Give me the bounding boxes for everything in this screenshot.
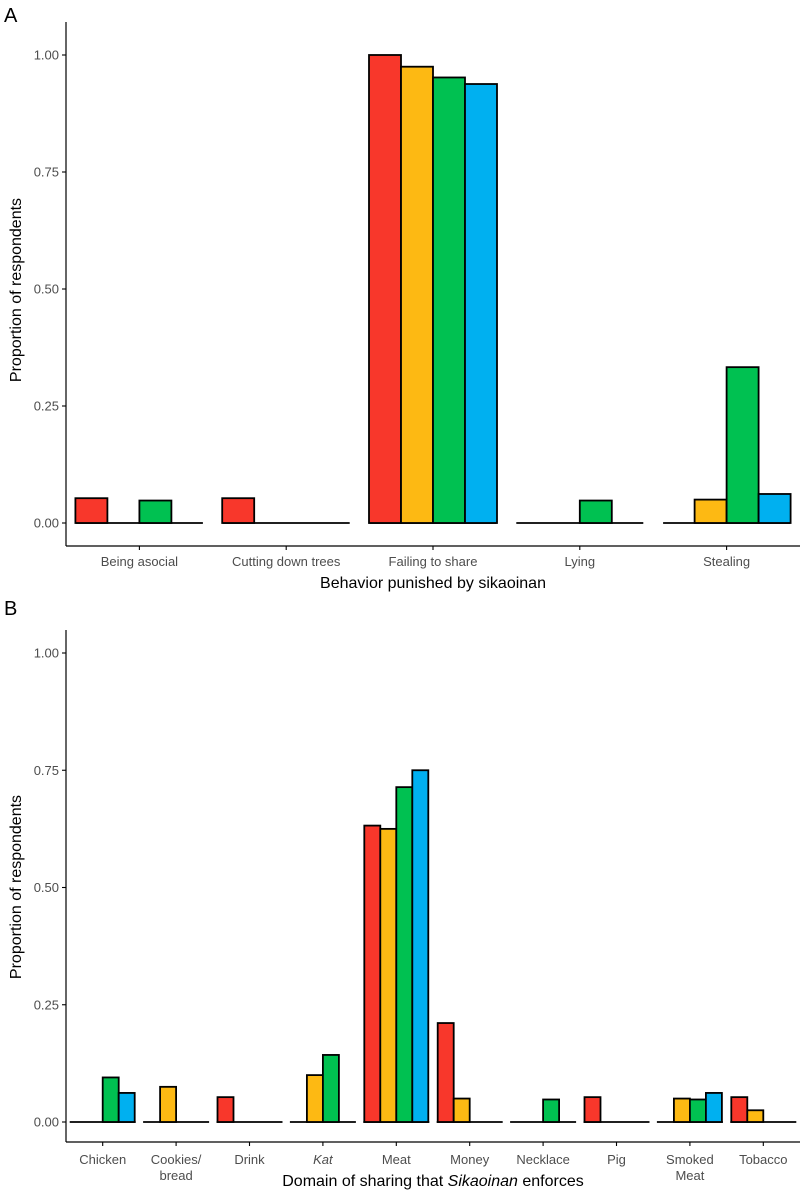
panel-b-bar <box>689 1098 707 1123</box>
panel-a-bar <box>400 65 434 524</box>
panel-a-bar <box>432 76 466 524</box>
panel-b-y-tick-label: 1.00 <box>34 646 59 661</box>
panel-a-xlabel: Behavior punished by sikaoinan <box>320 575 546 592</box>
panel-a-y-tick-label: 0.75 <box>34 165 59 180</box>
panel-a-y-tick-label: 0.25 <box>34 399 59 414</box>
panel-b-bar <box>452 1097 471 1123</box>
panel-a-bar <box>725 366 760 524</box>
panel-b-xlabel-part2: Sikaoinan <box>448 1173 518 1190</box>
panel-b-bar <box>673 1097 691 1123</box>
panel-b-x-tick-label: Pig <box>607 1152 626 1167</box>
panel-b-bar <box>101 1076 120 1123</box>
panel-a-y-tick-label: 0.00 <box>34 516 59 531</box>
panel-b-bar <box>705 1092 723 1123</box>
panel-letter-b: B <box>4 598 17 620</box>
panel-b-bar <box>411 769 430 1123</box>
panel-b-x-tick-label: Kat <box>313 1152 334 1167</box>
panel-b-bar <box>730 1096 749 1123</box>
panel-b-bar <box>542 1098 560 1123</box>
panel-b-bar <box>159 1085 178 1123</box>
panel-a-x-tick-label: Failing to share <box>389 554 478 569</box>
panel-b-y-tick-label: 0.50 <box>34 880 59 895</box>
panel-b-x-tick-label: Drink <box>234 1152 265 1167</box>
panel-b-x-tick-label: Smoked Meat <box>666 1152 714 1183</box>
panel-a-bar <box>368 54 402 524</box>
panel-a-y-tick-label: 1.00 <box>34 48 59 63</box>
panel-a-bar <box>578 499 613 524</box>
panel-b-xlabel-part3: enforces <box>518 1173 584 1190</box>
panel-b-bar <box>583 1096 602 1123</box>
panel-b-plot: 0.00 0.25 0.50 0.75 1.00 Chicken Cookies/bread… <box>34 630 800 1183</box>
panel-b-bar <box>436 1022 455 1123</box>
panel-b-bar <box>216 1096 235 1123</box>
panel-a-x-tick-label: Cutting down trees <box>232 554 341 569</box>
panel-b-bar <box>746 1109 765 1123</box>
panel-b-bar <box>305 1074 324 1123</box>
panel-a-bar <box>138 499 173 524</box>
panel-b-bar <box>321 1054 340 1123</box>
panel-letter-a: A <box>4 5 18 27</box>
panel-b-x-tick-label: Tobacco <box>739 1152 787 1167</box>
panel-b-y-tick-label: 0.00 <box>34 1115 59 1130</box>
panel-b-x-tick-label: Necklace <box>516 1152 569 1167</box>
panel-a-bar <box>221 497 256 524</box>
panel-b-y-tick-label: 0.75 <box>34 763 59 778</box>
panel-a-ylabel: Proportion of respondents <box>8 198 25 382</box>
panel-a-x-tick-label: Lying <box>564 554 595 569</box>
panel-a-bar <box>693 498 728 524</box>
panel-b-bar <box>117 1092 136 1123</box>
panel-b-bar <box>379 827 398 1123</box>
panel-b-y-tick-label: 0.25 <box>34 997 59 1012</box>
panel-b-x-tick-label: Meat <box>382 1152 411 1167</box>
panel-b-x-tick-label: Chicken <box>79 1152 126 1167</box>
panel-b-ylabel: Proportion of respondents <box>8 795 25 979</box>
panel-a-x-tick-label: Being asocial <box>101 554 178 569</box>
panel-a-x-tick-label: Stealing <box>703 554 750 569</box>
panel-b-bar <box>395 786 414 1123</box>
panel-b-x-tick-label: Cookies/bread <box>151 1152 202 1183</box>
panel-a-y-tick-label: 0.50 <box>34 282 59 297</box>
panel-a-plot: 0.00 0.25 0.50 0.75 1.00 Being asocial Cutting… <box>34 22 800 569</box>
panel-a-bar <box>74 497 109 524</box>
panel-b-bar <box>363 824 382 1123</box>
panel-a-bar <box>464 83 498 524</box>
panel-b-xlabel: Domain of sharing that Sikaoinan enforce… <box>282 1173 584 1190</box>
panel-a-bar <box>757 493 792 524</box>
panel-b-xlabel-part1: Domain of sharing that <box>282 1173 447 1190</box>
panel-b-x-tick-label: Money <box>450 1152 490 1167</box>
